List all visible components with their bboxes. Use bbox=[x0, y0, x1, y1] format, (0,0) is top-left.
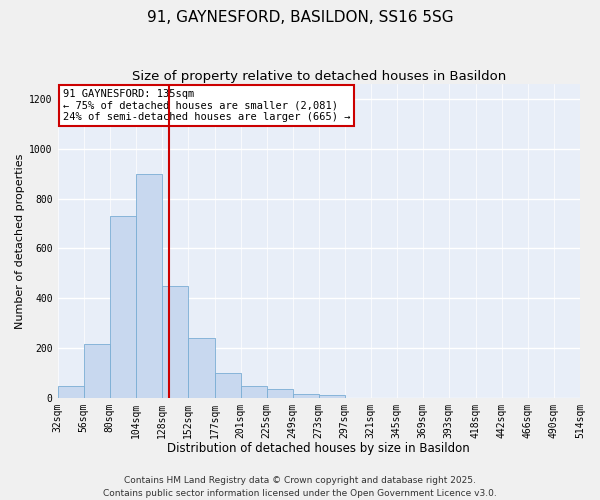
Bar bbox=[293, 394, 319, 398]
Bar bbox=[83, 344, 110, 398]
Bar bbox=[267, 389, 293, 398]
Bar bbox=[161, 286, 188, 398]
Bar bbox=[241, 386, 267, 398]
Bar bbox=[319, 395, 345, 398]
Bar bbox=[215, 373, 241, 398]
Bar bbox=[188, 338, 215, 398]
Text: 91, GAYNESFORD, BASILDON, SS16 5SG: 91, GAYNESFORD, BASILDON, SS16 5SG bbox=[146, 10, 454, 25]
Bar bbox=[110, 216, 136, 398]
Y-axis label: Number of detached properties: Number of detached properties bbox=[15, 154, 25, 328]
Bar bbox=[136, 174, 161, 398]
Text: Contains HM Land Registry data © Crown copyright and database right 2025.
Contai: Contains HM Land Registry data © Crown c… bbox=[103, 476, 497, 498]
Bar bbox=[58, 386, 83, 398]
Title: Size of property relative to detached houses in Basildon: Size of property relative to detached ho… bbox=[131, 70, 506, 83]
X-axis label: Distribution of detached houses by size in Basildon: Distribution of detached houses by size … bbox=[167, 442, 470, 455]
Text: 91 GAYNESFORD: 135sqm
← 75% of detached houses are smaller (2,081)
24% of semi-d: 91 GAYNESFORD: 135sqm ← 75% of detached … bbox=[63, 89, 350, 122]
